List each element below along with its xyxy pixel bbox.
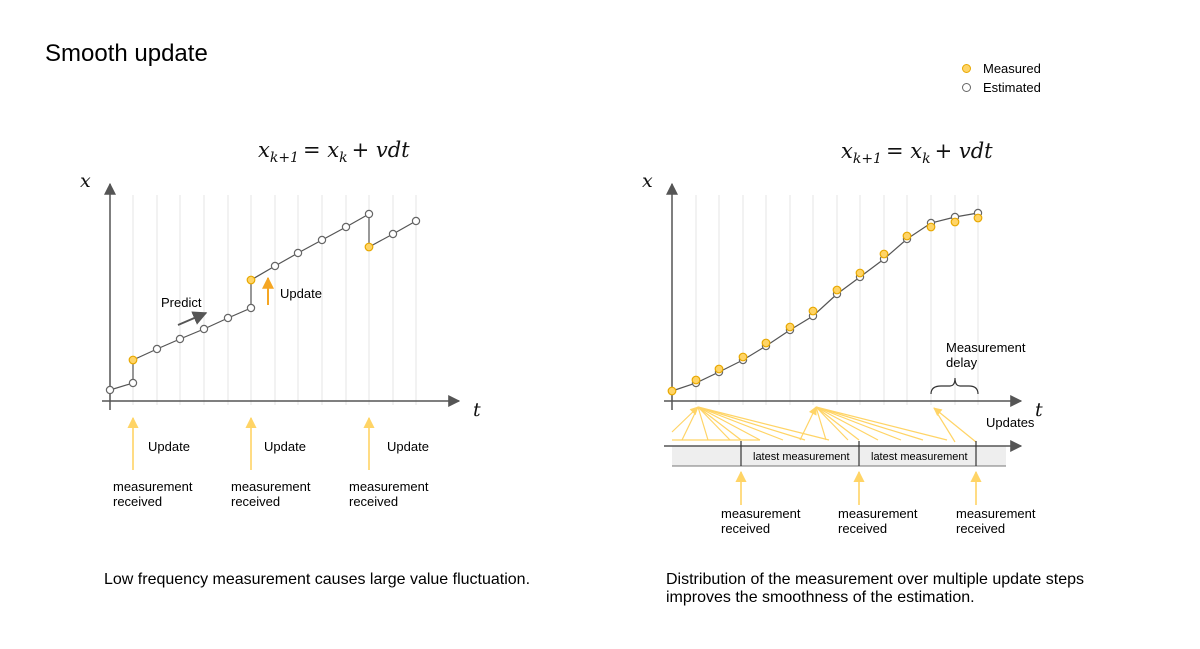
right-axis-x-label: t [1035, 399, 1043, 421]
right-axis-y-label: x [642, 170, 653, 192]
left-received-label-3a: measurement [349, 479, 429, 494]
left-estimated-point [246, 303, 256, 313]
legend: Measured Estimated [962, 59, 1041, 97]
right-diagram: xk+1 = xk + vdt x t [642, 139, 1043, 536]
right-received-label-2b: received [838, 521, 887, 536]
page-title: Smooth update [45, 40, 208, 67]
left-bottom-update-3: Update [387, 439, 429, 454]
left-axis-x-label: t [473, 399, 481, 421]
right-updates-label: Updates [986, 415, 1035, 430]
left-estimated-point [128, 378, 138, 388]
right-delay-label-2: delay [946, 355, 978, 370]
left-estimated-point [364, 209, 374, 219]
estimated-dot-icon [962, 83, 971, 92]
measured-dot-icon [962, 64, 971, 73]
right-measured-points [667, 213, 983, 396]
left-estimated-point [388, 229, 398, 239]
left-received-label-2a: measurement [231, 479, 311, 494]
right-measured-point [785, 322, 795, 332]
left-received-label-1a: measurement [113, 479, 193, 494]
legend-label-estimated: Estimated [983, 80, 1041, 95]
right-measured-point [738, 352, 748, 362]
left-axis-y-label: x [80, 170, 91, 192]
left-received-arrows [127, 416, 375, 470]
right-caption: Distribution of the measurement over mul… [666, 571, 1084, 606]
right-equation: xk+1 = xk + vdt [841, 139, 993, 167]
left-estimated-point [199, 324, 209, 334]
left-estimated-point [175, 334, 185, 344]
right-gridlines [695, 195, 979, 405]
right-measured-point [855, 268, 865, 278]
right-update-fan [671, 406, 977, 443]
right-measured-point [879, 249, 889, 259]
left-bottom-update-1: Update [148, 439, 190, 454]
left-estimated-point [223, 313, 233, 323]
delay-brace-icon [930, 377, 979, 395]
left-caption: Low frequency measurement causes large v… [104, 571, 531, 588]
right-received-arrows [735, 470, 982, 505]
left-estimated-point [317, 235, 327, 245]
left-measured-points [128, 242, 374, 365]
right-measured-point [973, 213, 983, 223]
right-measured-point [808, 306, 818, 316]
right-received-label-3b: received [956, 521, 1005, 536]
right-measured-point [950, 217, 960, 227]
left-estimated-point [341, 222, 351, 232]
left-gridlines [132, 195, 417, 405]
left-received-label-1b: received [113, 494, 162, 509]
left-measured-point [128, 355, 138, 365]
left-estimate-line [109, 212, 417, 391]
right-measured-point [714, 364, 724, 374]
legend-item-estimated: Estimated [962, 78, 1041, 97]
left-estimated-points [105, 209, 421, 395]
latest-measurement-label-2: latest measurement [871, 451, 968, 463]
measurement-timeline [672, 446, 1006, 466]
left-update-label: Update [280, 286, 322, 301]
right-estimate-line [671, 212, 979, 392]
left-estimated-point [293, 248, 303, 258]
right-received-label-2a: measurement [838, 506, 918, 521]
left-received-label-3b: received [349, 494, 398, 509]
right-measured-point [761, 338, 771, 348]
left-predict-label: Predict [161, 295, 202, 310]
left-measured-point [246, 275, 256, 285]
right-delay-label-1: Measurement [946, 340, 1026, 355]
legend-item-measured: Measured [962, 59, 1041, 78]
left-bottom-update-2: Update [264, 439, 306, 454]
right-received-label-1b: received [721, 521, 770, 536]
right-measured-point [691, 375, 701, 385]
left-diagram: xk+1 = xk + vdt x t [80, 138, 481, 509]
left-estimated-point [152, 344, 162, 354]
right-measured-point [667, 386, 677, 396]
predict-arrow-icon [177, 311, 208, 326]
right-received-label-1a: measurement [721, 506, 801, 521]
left-estimated-point [270, 261, 280, 271]
left-estimated-point [105, 385, 115, 395]
latest-measurement-label-1: latest measurement [753, 451, 850, 463]
left-equation: xk+1 = xk + vdt [258, 138, 410, 166]
left-estimated-point [411, 216, 421, 226]
right-measured-point [832, 285, 842, 295]
left-received-label-2b: received [231, 494, 280, 509]
left-measured-point [364, 242, 374, 252]
right-measured-point [902, 231, 912, 241]
right-measured-point [926, 222, 936, 232]
right-received-label-3a: measurement [956, 506, 1036, 521]
legend-label-measured: Measured [983, 61, 1041, 76]
